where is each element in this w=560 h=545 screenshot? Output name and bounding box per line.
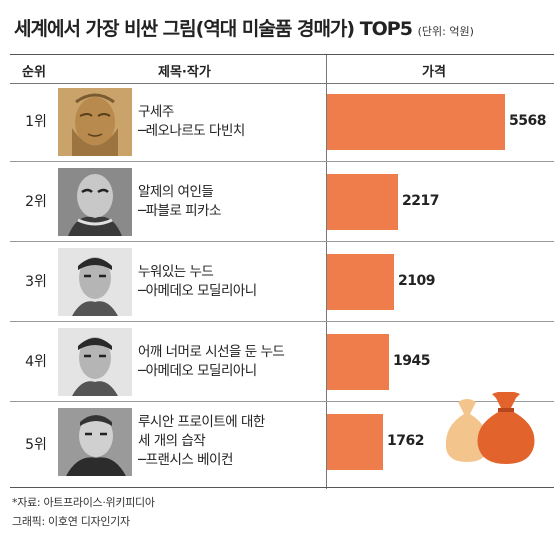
header-price: 가격 xyxy=(422,65,446,80)
work-title: 어깨 너머로 시선을 둔 누드 xyxy=(138,344,285,360)
work-title: 알제의 여인들 xyxy=(138,184,214,200)
work-artist: ─아메데오 모딜리아니 xyxy=(138,283,257,299)
table-row: 4위 어깨 너머로 시선을 둔 누드 ─아메데오 모딜리아니 xyxy=(10,323,554,402)
bar-2 xyxy=(327,174,398,230)
column-divider xyxy=(326,55,327,489)
unit-label: (단위: 억원) xyxy=(417,25,474,38)
bar-value-label: 2217 xyxy=(402,193,439,209)
header-work: 제목·작가 xyxy=(158,65,211,80)
table-row: 1위 구세주 ─레오나르도 다빈치 xyxy=(10,83,554,162)
work-title: 루시안 프로이트에 대한 xyxy=(138,414,265,430)
bar-value-label: 5568 xyxy=(509,113,546,129)
rank-label: 1위 xyxy=(25,114,47,130)
portrait-davinci xyxy=(58,88,132,156)
bar-1 xyxy=(327,94,505,150)
chart-title: 세계에서 가장 비싼 그림(역대 미술품 경매가) TOP5 (단위: 억원) xyxy=(14,18,474,40)
rank-label: 3위 xyxy=(25,274,47,290)
portrait-picasso xyxy=(58,168,132,236)
table-row: 3위 누워있는 누드 ─아메데오 모딜리아니 xyxy=(10,243,554,322)
bar-3 xyxy=(327,254,394,310)
bar-value-label: 2109 xyxy=(398,273,435,289)
rank-label: 2위 xyxy=(25,194,47,210)
money-bag-icon xyxy=(445,392,535,464)
table-row: 5위 루시안 프로이트에 대한 세 개의 습작 ─프랜시스 베이컨 xyxy=(10,403,554,488)
source-note: *자료: 아트프라이스·위키피디아 xyxy=(12,496,155,509)
table-row: 2위 알제의 여인들 ─파블로 피카소 xyxy=(10,163,554,242)
bar-value-label: 1762 xyxy=(387,433,424,449)
bar-5 xyxy=(327,414,383,470)
credit-note: 그래픽: 이호연 디자인기자 xyxy=(12,515,130,528)
work-title: 누워있는 누드 xyxy=(138,264,214,280)
work-title: 구세주 xyxy=(138,104,174,120)
work-artist: ─레오나르도 다빈치 xyxy=(138,123,245,139)
bar-4 xyxy=(327,334,389,390)
portrait-modigliani xyxy=(58,328,132,396)
rank-label: 4위 xyxy=(25,354,47,370)
portrait-modigliani xyxy=(58,248,132,316)
work-title-cont: 세 개의 습작 xyxy=(138,433,206,449)
table-header: 순위 제목·작가 가격 xyxy=(10,54,554,84)
work-artist: ─파블로 피카소 xyxy=(138,203,221,219)
portrait-bacon xyxy=(58,408,132,476)
work-artist: ─아메데오 모딜리아니 xyxy=(138,363,257,379)
header-rank: 순위 xyxy=(22,65,46,80)
work-artist: ─프랜시스 베이컨 xyxy=(138,452,233,468)
bar-value-label: 1945 xyxy=(393,353,430,369)
rank-label: 5위 xyxy=(25,437,47,453)
